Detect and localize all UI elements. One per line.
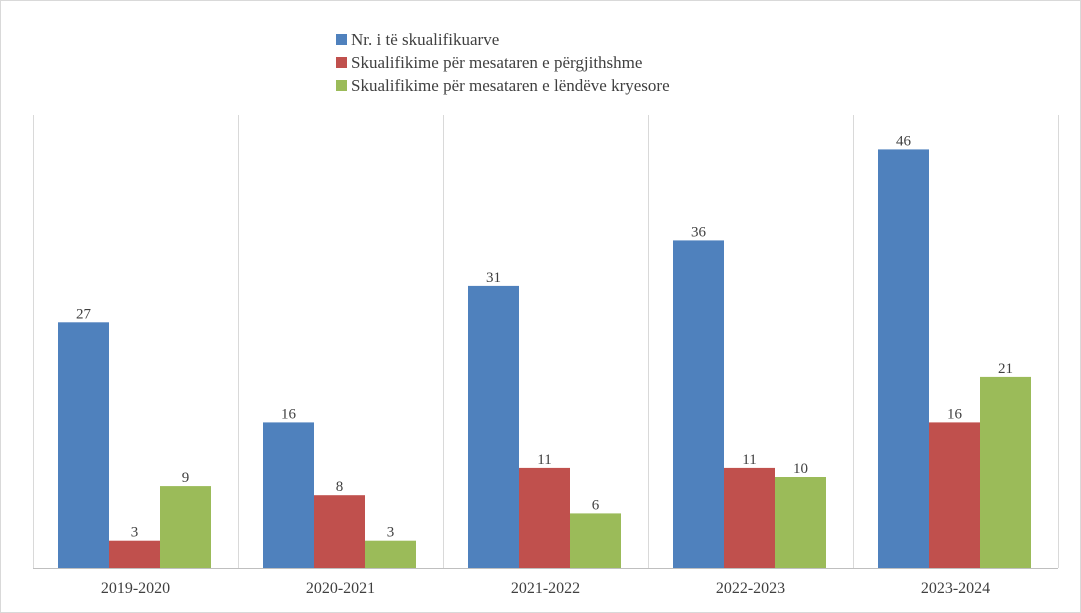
data-label-2021-2022-series-2: 11 (537, 452, 551, 468)
bar-2021-2022-series-1 (468, 285, 519, 568)
data-label-2023-2024-series-1: 46 (896, 133, 912, 149)
bar-2019-2020-series-1 (58, 322, 109, 568)
bar-2021-2022-series-2 (519, 467, 570, 568)
data-label-2020-2021-series-2: 8 (336, 479, 344, 495)
legend-label-series-2: Skualifikime për mesataren e përgjithshm… (351, 52, 643, 72)
legend: Nr. i të skualifikuarve Skualifikime për… (336, 28, 670, 97)
bar-2023-2024-series-1 (878, 149, 929, 568)
legend-item-series-3: Skualifikime për mesataren e lëndëve kry… (336, 74, 670, 97)
bar-2023-2024-series-3 (980, 376, 1031, 568)
bar-2023-2024-series-2 (929, 422, 980, 568)
data-label-2019-2020-series-3: 9 (182, 470, 190, 486)
category-label-2021-2022: 2021-2022 (511, 580, 580, 597)
data-label-2020-2021-series-1: 16 (281, 406, 297, 422)
data-label-2023-2024-series-2: 16 (947, 406, 963, 422)
legend-swatch-series-1 (336, 34, 347, 45)
category-label-2019-2020: 2019-2020 (101, 580, 170, 597)
category-label-2022-2023: 2022-2023 (716, 580, 785, 597)
data-label-2020-2021-series-3: 3 (387, 525, 395, 541)
data-label-2019-2020-series-2: 3 (131, 525, 139, 541)
bar-2021-2022-series-3 (570, 513, 621, 568)
data-label-2023-2024-series-3: 21 (998, 361, 1013, 377)
category-label-2020-2021: 2020-2021 (306, 580, 375, 597)
legend-item-series-2: Skualifikime për mesataren e përgjithshm… (336, 51, 670, 74)
data-label-2021-2022-series-1: 31 (486, 270, 501, 286)
data-label-2022-2023-series-1: 36 (691, 224, 707, 240)
bar-2022-2023-series-3 (775, 477, 826, 568)
bar-2020-2021-series-2 (314, 495, 365, 568)
legend-swatch-series-2 (336, 57, 347, 68)
data-label-2021-2022-series-3: 6 (592, 497, 600, 513)
bar-2022-2023-series-1 (673, 240, 724, 568)
bar-2020-2021-series-3 (365, 540, 416, 568)
legend-label-series-3: Skualifikime për mesataren e lëndëve kry… (351, 75, 670, 95)
data-label-2022-2023-series-3: 10 (793, 461, 808, 477)
data-label-2022-2023-series-2: 11 (742, 452, 756, 468)
data-label-2019-2020-series-1: 27 (76, 306, 92, 322)
bar-2020-2021-series-1 (263, 422, 314, 568)
legend-label-series-1: Nr. i të skualifikuarve (351, 29, 500, 49)
bar-2019-2020-series-2 (109, 540, 160, 568)
bar-2022-2023-series-2 (724, 467, 775, 568)
bar-2019-2020-series-3 (160, 486, 211, 568)
category-label-2023-2024: 2023-2024 (921, 580, 990, 597)
legend-item-series-1: Nr. i të skualifikuarve (336, 28, 670, 51)
legend-swatch-series-3 (336, 80, 347, 91)
